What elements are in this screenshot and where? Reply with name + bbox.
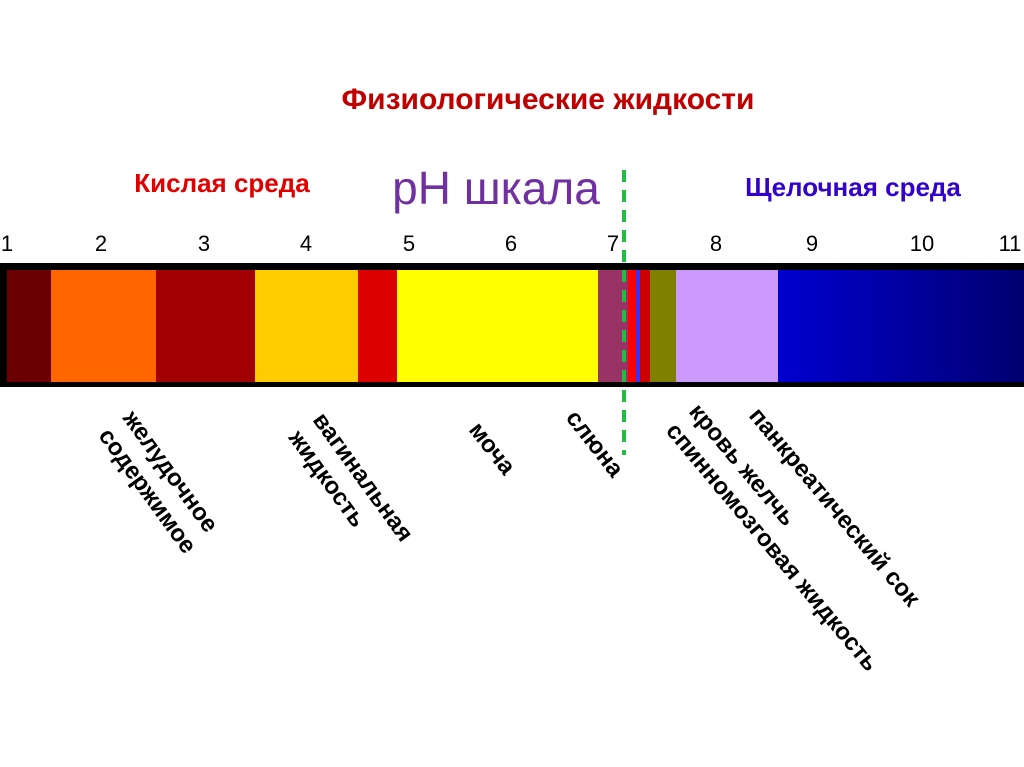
- scale-number: 11: [999, 231, 1022, 256]
- scale-number: 2: [95, 231, 107, 256]
- scale-number: 6: [505, 231, 517, 256]
- title: Физиологические жидкости: [342, 83, 755, 116]
- fluid-labels: желудочноесодержимое вагинальнаяжидкость м…: [92, 399, 926, 677]
- scale-number: 4: [300, 231, 312, 256]
- scale-title: pH шкала: [392, 162, 600, 214]
- fluid-label: слюна: [560, 405, 629, 483]
- ph-bar: [0, 263, 1024, 387]
- fluid-label: желудочноесодержимое: [92, 405, 226, 559]
- fluid-label: моча: [463, 417, 521, 480]
- acidic-label: Кислая среда: [134, 168, 310, 198]
- fluid-label-line: слюна: [560, 405, 629, 483]
- scale-number: 3: [198, 231, 210, 256]
- scale-number: 1: [1, 231, 13, 256]
- scale-number: 9: [806, 231, 818, 256]
- fluid-label-line: моча: [463, 417, 521, 480]
- scale-numbers: 1 2 3 4 5 6 7 8 9 10 11: [1, 231, 1022, 256]
- scale-number: 7: [607, 231, 619, 256]
- alkaline-label: Щелочная среда: [745, 172, 961, 202]
- scale-number: 8: [710, 231, 722, 256]
- scale-number: 5: [403, 231, 415, 256]
- scale-number: 10: [910, 231, 934, 256]
- fluid-label: вагинальнаяжидкость: [282, 407, 418, 564]
